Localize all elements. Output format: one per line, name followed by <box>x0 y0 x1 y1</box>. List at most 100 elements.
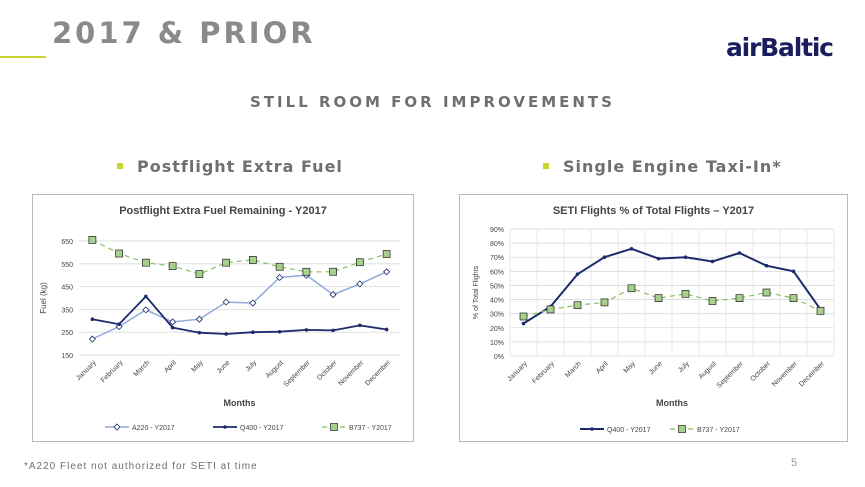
y-tick-label: 80% <box>490 241 504 248</box>
x-tick-label: February <box>100 359 125 384</box>
x-tick-label: November <box>338 359 366 387</box>
y-axis-label: Fuel (kg) <box>39 282 48 314</box>
x-tick-label: June <box>216 359 232 375</box>
data-point-q400 <box>384 327 389 332</box>
chart-title: Postflight Extra Fuel Remaining - Y2017 <box>119 205 327 217</box>
x-tick-label: July <box>677 360 691 374</box>
x-tick-label: July <box>245 359 259 373</box>
x-tick-label: November <box>771 360 799 388</box>
data-point-b737 <box>88 236 97 244</box>
x-tick-label: October <box>316 359 339 382</box>
data-point-q400 <box>629 246 634 251</box>
y-tick-label: 70% <box>490 255 504 262</box>
data-point-a220 <box>383 268 391 276</box>
section-label-left: Postflight Extra Fuel <box>137 157 343 176</box>
fuel-remaining-chart: Postflight Extra Fuel Remaining - Y2017 1… <box>32 194 414 442</box>
airbaltic-logo: airBaltic <box>726 33 834 62</box>
data-point-b737 <box>168 262 177 270</box>
data-point-q400 <box>277 329 282 334</box>
data-point-b737 <box>302 267 311 276</box>
section-heading-left: Postflight Extra Fuel <box>117 157 343 176</box>
legend-label-b737: B737 - Y2017 <box>697 427 740 434</box>
x-tick-label: September <box>716 360 746 390</box>
data-point-q400 <box>683 255 688 260</box>
x-tick-label: June <box>648 360 664 376</box>
section-label-right: Single Engine Taxi-In* <box>563 157 782 176</box>
data-point-q400 <box>791 269 796 274</box>
data-point-b737 <box>735 294 744 302</box>
x-tick-label: August <box>265 359 285 379</box>
data-point-b737 <box>222 258 230 267</box>
data-point-q400 <box>331 328 335 333</box>
footnote: *A220 Fleet not authorized for SETI at t… <box>24 461 258 472</box>
square-bullet-icon <box>543 162 549 169</box>
y-tick-label: 650 <box>61 239 73 246</box>
y-tick-label: 250 <box>61 330 73 337</box>
fuel-chart-svg: Postflight Extra Fuel Remaining - Y2017 1… <box>39 205 400 432</box>
y-tick-label: 150 <box>61 353 73 360</box>
data-point-b737 <box>249 256 257 264</box>
data-point-q400 <box>764 263 769 268</box>
page-title: 2017 & PRIOR <box>52 16 316 50</box>
data-point-b737 <box>382 250 391 258</box>
data-point-b737 <box>142 258 150 267</box>
data-point-b737 <box>708 297 717 305</box>
data-point-b737 <box>762 288 771 297</box>
data-point-b737 <box>681 290 690 298</box>
series-line-q400 <box>92 295 387 335</box>
data-point-q400 <box>197 330 202 335</box>
data-point-q400 <box>170 325 175 330</box>
section-heading-right: Single Engine Taxi-In* <box>543 157 782 176</box>
y-tick-label: 0% <box>494 354 504 361</box>
legend-marker-a220 <box>113 423 121 431</box>
y-tick-label: 450 <box>61 285 73 292</box>
data-point-a220 <box>276 273 284 282</box>
legend-label-b737: B737 - Y2017 <box>349 425 392 432</box>
series-line-b737 <box>92 239 387 275</box>
legend-marker-q400 <box>223 425 227 429</box>
seti-flights-chart: SETI Flights % of Total Flights – Y2017 0… <box>459 194 848 442</box>
data-point-q400 <box>521 321 526 326</box>
chart-title: SETI Flights % of Total Flights – Y2017 <box>553 205 754 217</box>
data-point-b737 <box>115 249 123 258</box>
x-tick-label: February <box>531 360 556 385</box>
y-tick-label: 60% <box>490 269 504 276</box>
data-point-b737 <box>627 284 636 293</box>
y-tick-label: 10% <box>490 340 504 347</box>
data-point-a220 <box>356 280 364 288</box>
data-point-a220 <box>222 298 230 306</box>
data-point-b737 <box>275 262 284 271</box>
data-point-q400 <box>656 256 661 261</box>
data-point-a220 <box>169 318 177 326</box>
x-tick-label: December <box>364 359 392 387</box>
data-point-b737 <box>789 294 798 302</box>
data-point-b737 <box>329 267 337 276</box>
x-tick-label: September <box>283 359 313 389</box>
data-point-q400 <box>304 328 309 332</box>
data-point-q400 <box>358 323 362 328</box>
x-axis-label: Months <box>224 398 256 408</box>
x-tick-label: March <box>564 360 583 379</box>
data-point-q400 <box>90 317 95 322</box>
title-accent-line <box>0 56 46 58</box>
data-point-a220 <box>329 291 337 299</box>
x-tick-label: January <box>75 359 98 382</box>
data-point-q400 <box>117 322 121 327</box>
legend-label-q400: Q400 - Y2017 <box>607 427 651 434</box>
legend-marker-b737 <box>678 425 686 433</box>
data-point-b737 <box>519 312 528 321</box>
y-tick-label: 40% <box>490 298 504 305</box>
y-axis-label: % of Total Flights <box>473 265 480 319</box>
legend-marker-b737 <box>330 423 338 431</box>
legend-marker-q400 <box>590 427 594 431</box>
x-axis-label: Months <box>656 398 688 408</box>
data-point-q400 <box>144 294 148 299</box>
y-tick-label: 550 <box>61 262 73 269</box>
data-point-b737 <box>654 294 663 302</box>
data-point-b737 <box>195 270 204 278</box>
x-tick-label: October <box>749 360 772 383</box>
y-tick-label: 90% <box>490 227 504 234</box>
x-tick-label: March <box>133 359 152 378</box>
seti-chart-svg: SETI Flights % of Total Flights – Y2017 0… <box>473 205 835 434</box>
data-point-b737 <box>546 305 555 314</box>
